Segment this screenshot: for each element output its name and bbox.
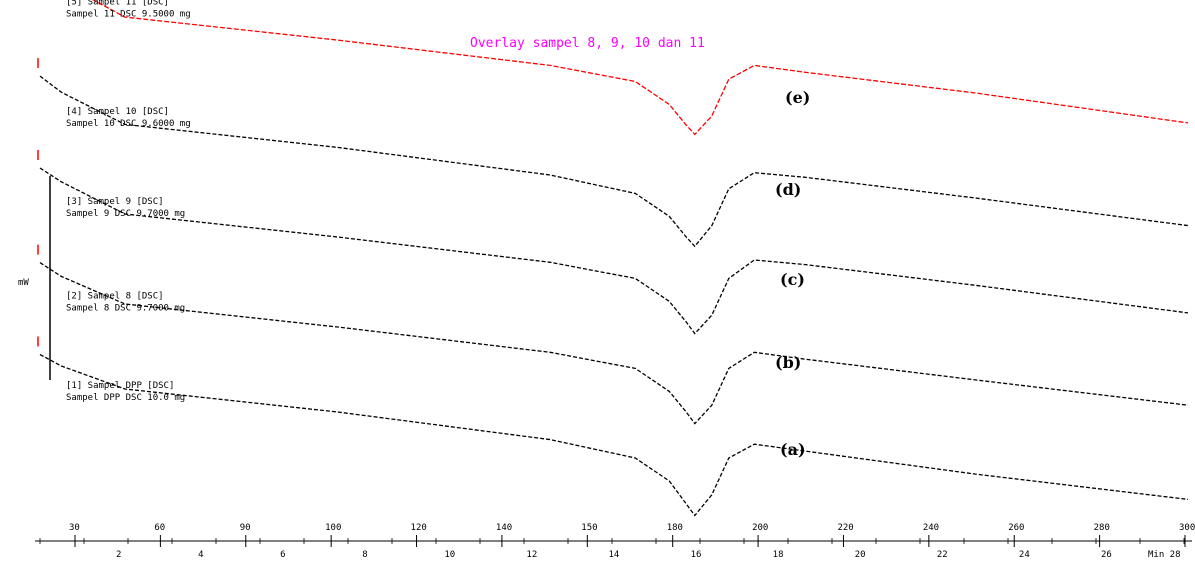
- series-line-3: [39, 167, 1189, 335]
- legend-line-3-1: [3] Sampel 9 [DSC]: [66, 197, 164, 207]
- legend-line-4-2: Sampel 10 DSC 9.6000 mg: [66, 119, 191, 129]
- bottom-axis-end-label: Min 28: [1148, 550, 1181, 560]
- bottom-tick-label-11: 22: [937, 550, 948, 560]
- top-tick-label-2: 60: [154, 523, 165, 533]
- bottom-tick-label-7: 14: [609, 550, 620, 560]
- top-tick-label-8: 180: [667, 523, 683, 533]
- curve-label-3: (c): [780, 270, 805, 289]
- legend-line-3-2: Sampel 9 DSC 9.7000 mg: [66, 209, 185, 219]
- y-scale-label: mW: [18, 278, 29, 288]
- curve-label-1: (a): [780, 440, 806, 459]
- chart-title: Overlay sampel 8, 9, 10 dan 11: [470, 36, 705, 51]
- legend-line-1-1: [1] Sampel DPP [DSC]: [66, 381, 174, 391]
- legend-line-4-1: [4] Sampel 10 [DSC]: [66, 107, 169, 117]
- bottom-tick-label-4: 8: [362, 550, 367, 560]
- top-tick-label-12: 260: [1008, 523, 1024, 533]
- bottom-tick-label-6: 12: [526, 550, 537, 560]
- top-tick-label-6: 140: [496, 523, 512, 533]
- series-line-2: [39, 262, 1189, 425]
- bottom-tick-label-10: 20: [855, 550, 866, 560]
- legend-line-2-2: Sampel 8 DSC 9.7000 mg: [66, 303, 185, 313]
- curve-label-4: (d): [775, 180, 801, 199]
- bottom-tick-label-13: 26: [1101, 550, 1112, 560]
- curves-group: [37, 0, 1189, 517]
- legend-line-5-1: [5] Sampel 11 [DSC]: [66, 0, 169, 8]
- series-line-4: [39, 75, 1189, 248]
- legend-line-2-1: [2] Sampel 8 [DSC]: [66, 291, 164, 301]
- bottom-tick-label-9: 18: [773, 550, 784, 560]
- top-tick-label-7: 150: [581, 523, 597, 533]
- series-line-1: [39, 353, 1189, 517]
- top-tick-label-4: 100: [325, 523, 341, 533]
- scale-bar-group: mW: [18, 176, 51, 380]
- top-tick-label-9: 200: [752, 523, 768, 533]
- axes-group: 30 60 90 100 120 140 150 180 200 220 240 260 280 3002…: [35, 523, 1195, 560]
- legend-line-5-2: Sampel 11 DSC 9.5000 mg: [66, 10, 191, 20]
- legends-group: [1] Sampel DPP [DSC] Sampel DPP DSC 10.0 …: [66, 0, 191, 403]
- legend-line-1-2: Sampel DPP DSC 10.0 mg: [66, 393, 185, 403]
- bottom-tick-label-5: 10: [444, 550, 455, 560]
- bottom-tick-label-12: 24: [1019, 550, 1030, 560]
- top-tick-label-5: 120: [411, 523, 427, 533]
- top-tick-label-11: 240: [923, 523, 939, 533]
- series-line-5: [92, 0, 1189, 136]
- top-tick-label-14: 300: [1179, 523, 1195, 533]
- bottom-tick-label-1: 2: [116, 550, 121, 560]
- bottom-tick-label-3: 6: [280, 550, 285, 560]
- bottom-tick-label-2: 4: [198, 550, 203, 560]
- curve-label-2: (b): [775, 353, 801, 372]
- top-tick-label-3: 90: [240, 523, 251, 533]
- curve-label-5: (e): [785, 88, 810, 107]
- curve-labels-group: (a) (b) (c) (d) (e): [775, 88, 810, 459]
- top-tick-label-13: 280: [1094, 523, 1110, 533]
- top-tick-label-1: 30: [69, 523, 80, 533]
- top-tick-label-10: 220: [837, 523, 853, 533]
- bottom-tick-label-8: 16: [691, 550, 702, 560]
